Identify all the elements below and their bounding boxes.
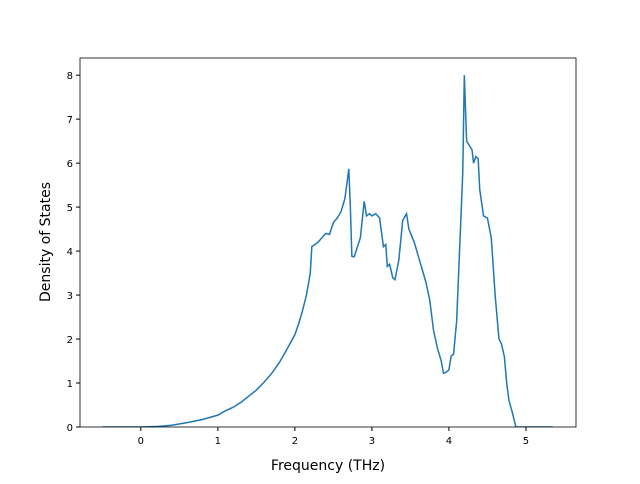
y-tick-label: 5 xyxy=(67,203,73,214)
x-tick-label: 3 xyxy=(369,436,375,447)
y-tick-label: 8 xyxy=(67,71,73,82)
x-tick-label: 4 xyxy=(446,436,452,447)
y-tick-label: 3 xyxy=(67,291,73,302)
y-tick-label: 4 xyxy=(67,247,73,258)
y-tick-label: 0 xyxy=(67,423,73,434)
x-tick-label: 1 xyxy=(215,436,221,447)
x-tick-label: 5 xyxy=(523,436,529,447)
line xyxy=(102,75,553,427)
x-axis-label: Frequency (THz) xyxy=(271,458,385,474)
y-tick-label: 1 xyxy=(67,379,73,390)
y-tick-label: 6 xyxy=(67,159,73,170)
x-tick-label: 2 xyxy=(292,436,298,447)
plot-frame xyxy=(79,57,577,428)
y-tick-label: 2 xyxy=(67,335,73,346)
y-axis-label: Density of States xyxy=(38,182,54,302)
y-tick-label: 7 xyxy=(67,115,73,126)
x-tick-label: 0 xyxy=(138,436,144,447)
